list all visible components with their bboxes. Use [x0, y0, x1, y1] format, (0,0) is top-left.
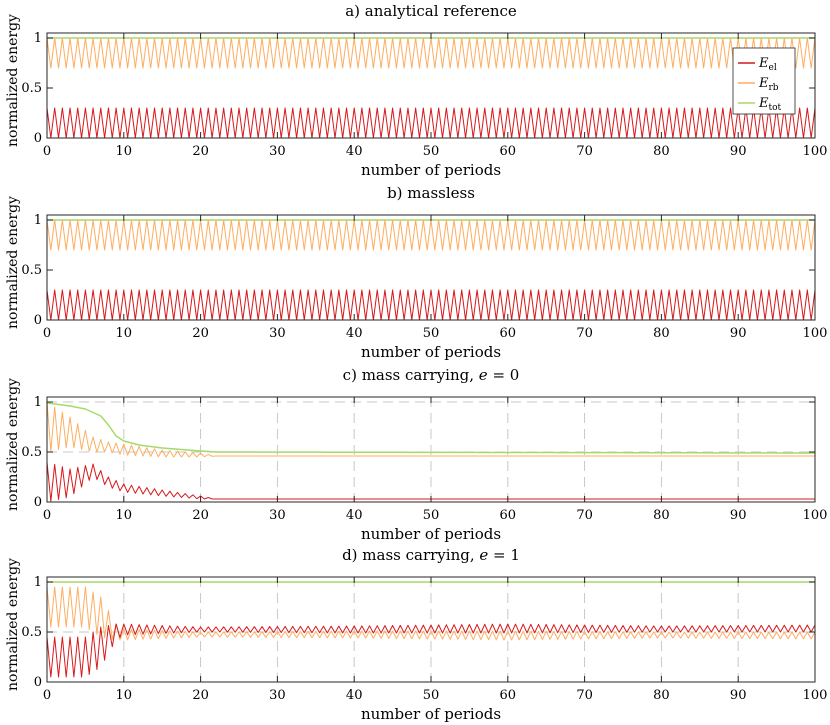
x-tick-label: 30 [269, 508, 286, 523]
y-axis-label: normalized energy [5, 14, 21, 147]
series-line-e-el [46, 107, 816, 139]
x-tick-label: 20 [192, 326, 209, 341]
y-axis-label: normalized energy [5, 378, 21, 511]
x-tick-label: 50 [423, 688, 440, 703]
subplot-c: 0 10 20 30 40 50 60 70 80 90 100 0 0.5 1 c) mass carry… [5, 366, 827, 543]
x-tick-label: 60 [500, 688, 517, 703]
y-tick-label: 0 [34, 495, 42, 510]
x-tick-label: 60 [500, 144, 517, 159]
x-axis-label: number of periods [361, 161, 501, 179]
series-line-e-el [46, 289, 816, 321]
series-line-e-tot [46, 402, 816, 454]
x-tick-label: 90 [730, 688, 747, 703]
x-tick-label: 100 [803, 326, 828, 341]
x-tick-label: 0 [43, 508, 51, 523]
legend-label-e-el: Eel [758, 56, 777, 73]
x-tick-label: 40 [346, 688, 363, 703]
x-tick-label: 20 [192, 144, 209, 159]
series-line-e-el [46, 623, 816, 678]
y-axis-label: normalized energy [5, 558, 21, 691]
x-tick-label: 70 [576, 326, 593, 341]
x-tick-label: 90 [730, 326, 747, 341]
x-tick-label: 50 [423, 508, 440, 523]
x-tick-label: 90 [730, 508, 747, 523]
x-tick-label: 30 [269, 326, 286, 341]
x-tick-label: 10 [116, 688, 133, 703]
x-tick-label: 90 [730, 144, 747, 159]
subplot-title: a) analytical reference [345, 2, 517, 20]
x-axis-label: number of periods [361, 343, 501, 361]
subplot-title: d) mass carrying, e = 1 [342, 546, 520, 564]
x-tick-label: 70 [576, 508, 593, 523]
x-axis-label: number of periods [361, 705, 501, 723]
series-line-e-rb [46, 401, 815, 458]
x-tick-label: 50 [423, 326, 440, 341]
y-tick-label: 0.5 [21, 263, 42, 278]
x-tick-label: 30 [269, 688, 286, 703]
x-tick-label: 30 [269, 144, 286, 159]
y-tick-label: 1 [34, 575, 42, 590]
subplot-d: 0 10 20 30 40 50 60 70 80 90 100 0 0.5 1 d) mass carry… [5, 546, 827, 723]
series-line-e-rb [46, 586, 816, 641]
x-tick-label: 20 [192, 688, 209, 703]
x-tick-label: 80 [653, 508, 670, 523]
x-tick-label: 20 [192, 508, 209, 523]
x-tick-label: 80 [653, 144, 670, 159]
x-tick-label: 10 [116, 144, 133, 159]
y-tick-label: 1 [34, 213, 42, 228]
y-tick-label: 0.5 [21, 445, 42, 460]
subplot-title: b) massless [387, 184, 475, 202]
axes-box [46, 214, 816, 321]
legend: Eel Erb Etot [732, 47, 796, 115]
x-tick-label: 50 [423, 144, 440, 159]
y-tick-label: 1 [34, 395, 42, 410]
x-tick-label: 40 [346, 144, 363, 159]
x-tick-label: 80 [653, 688, 670, 703]
x-tick-label: 80 [653, 326, 670, 341]
x-tick-label: 10 [116, 508, 133, 523]
y-tick-label: 0 [34, 675, 42, 690]
legend-label-e-tot: Etot [758, 96, 782, 113]
x-tick-label: 60 [500, 508, 517, 523]
x-tick-label: 100 [803, 688, 828, 703]
axes-box [46, 32, 816, 139]
x-tick-label: 10 [116, 326, 133, 341]
y-tick-label: 0.5 [21, 625, 42, 640]
x-tick-label: 0 [43, 144, 51, 159]
x-tick-label: 70 [576, 144, 593, 159]
y-tick-label: 1 [34, 31, 42, 46]
y-tick-label: 0.5 [21, 81, 42, 96]
subplot-b: 0 10 20 30 40 50 60 70 80 90 100 0 0.5 1 b) massless nu… [5, 184, 827, 361]
x-tick-label: 60 [500, 326, 517, 341]
x-tick-label: 40 [346, 326, 363, 341]
x-tick-label: 40 [346, 508, 363, 523]
y-tick-label: 0 [34, 131, 42, 146]
x-tick-label: 100 [803, 508, 828, 523]
x-tick-label: 70 [576, 688, 593, 703]
x-tick-label: 100 [803, 144, 828, 159]
x-tick-label: 0 [43, 326, 51, 341]
subplot-a: 0 10 20 30 40 50 60 70 80 90 100 0 0.5 1 a) analytical… [5, 2, 827, 179]
y-tick-label: 0 [34, 313, 42, 328]
x-axis-label: number of periods [361, 525, 501, 543]
y-axis-label: normalized energy [5, 196, 21, 329]
subplot-title: c) mass carrying, e = 0 [343, 366, 520, 384]
series-line-e-rb [46, 219, 816, 251]
x-tick-label: 0 [43, 688, 51, 703]
series-line-e-rb [46, 37, 816, 69]
legend-label-e-rb: Erb [758, 76, 779, 93]
